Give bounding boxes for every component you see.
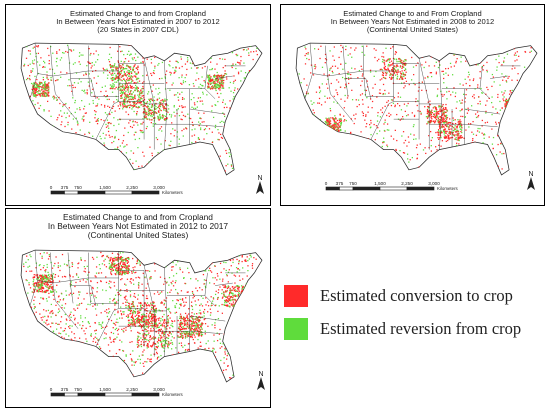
- scale-tick-label: 1,500: [374, 181, 386, 186]
- scale-tick-label: 375: [61, 185, 69, 190]
- map-title-line-2: In Between Years Not Estimated in 2012 t…: [47, 220, 229, 231]
- scale-tick-label: 1,500: [99, 387, 111, 392]
- scale-bar-segments: [50, 190, 160, 195]
- north-arrow-icon: N: [257, 371, 265, 390]
- legend-swatch-conversion: [284, 285, 308, 307]
- north-label: N: [258, 371, 263, 378]
- scale-bar-segments: [50, 392, 160, 397]
- us-map: [20, 249, 263, 383]
- state-borders: [304, 43, 521, 150]
- north-arrow-icon: N: [527, 171, 535, 190]
- scale-bar-segments: [325, 186, 435, 191]
- map-title: Estimated Change to and From Cropland In…: [281, 10, 544, 34]
- us-map: [20, 42, 263, 176]
- map-panel-2012-2017: Estimated Change to and from Cropland In…: [5, 208, 271, 408]
- scale-tick-label: 2,250: [401, 181, 413, 186]
- scale-tick-label: 0: [50, 185, 53, 190]
- scale-unit-label: Kilometers: [162, 190, 184, 195]
- scale-tick-label: 3,000: [153, 387, 165, 392]
- scale-tick-label: 0: [325, 181, 328, 186]
- map-title-line-3: (Continental United States): [366, 24, 459, 34]
- legend-item-conversion: Estimated conversion to crop: [284, 285, 546, 307]
- scale-tick-label: 750: [74, 185, 82, 190]
- state-borders: [29, 250, 246, 357]
- us-outline: [295, 42, 538, 176]
- map-title-line-3: (Continental United States): [87, 229, 189, 240]
- scale-unit-label: Kilometers: [437, 186, 459, 191]
- map-title: Estimated Change to and from Cropland In…: [6, 213, 270, 239]
- map-title-line-2: In Between Years Not Estimated in 2008 t…: [330, 16, 495, 26]
- north-label: N: [257, 175, 262, 182]
- north-label: N: [528, 171, 533, 178]
- map-title-line-1: Estimated Change to and from Cropland: [63, 212, 213, 222]
- scale-tick-label: 375: [61, 387, 69, 392]
- map-panel-2008-2012: Estimated Change to and From Cropland In…: [280, 4, 545, 206]
- scale-tick-label: 750: [74, 387, 82, 392]
- map-panel-2007-2012: Estimated Change to and from Cropland In…: [5, 4, 271, 206]
- us-outline: [20, 249, 263, 383]
- legend: Estimated conversion to crop Estimated r…: [276, 265, 546, 365]
- legend-label-conversion: Estimated conversion to crop: [320, 286, 513, 305]
- north-arrow-icon: N: [256, 175, 264, 194]
- us-map: [295, 42, 538, 176]
- map-title-line-1: Estimated Change to and from Cropland: [70, 9, 206, 18]
- state-borders: [29, 43, 246, 150]
- us-outline: [20, 42, 263, 176]
- scale-tick-label: 3,000: [153, 185, 165, 190]
- map-title-line-2: In Between Years Not Estimated in 2007 t…: [56, 16, 220, 26]
- scale-tick-label: 750: [349, 181, 357, 186]
- map-title: Estimated Change to and from Cropland In…: [6, 10, 270, 34]
- legend-item-reversion: Estimated reversion from crop: [284, 318, 546, 340]
- map-title-line-3: (20 States in 2007 CDL): [97, 24, 179, 34]
- scale-unit-label: Kilometers: [162, 392, 184, 397]
- scale-tick-label: 3,000: [428, 181, 440, 186]
- legend-swatch-reversion: [284, 318, 308, 340]
- map-title-line-1: Estimated Change to and From Cropland: [343, 9, 482, 18]
- legend-label-reversion: Estimated reversion from crop: [320, 319, 522, 338]
- scale-tick-label: 2,250: [126, 387, 138, 392]
- scale-tick-label: 0: [50, 387, 53, 392]
- scale-tick-label: 375: [336, 181, 344, 186]
- scale-tick-label: 1,500: [99, 185, 111, 190]
- scale-tick-label: 2,250: [126, 185, 138, 190]
